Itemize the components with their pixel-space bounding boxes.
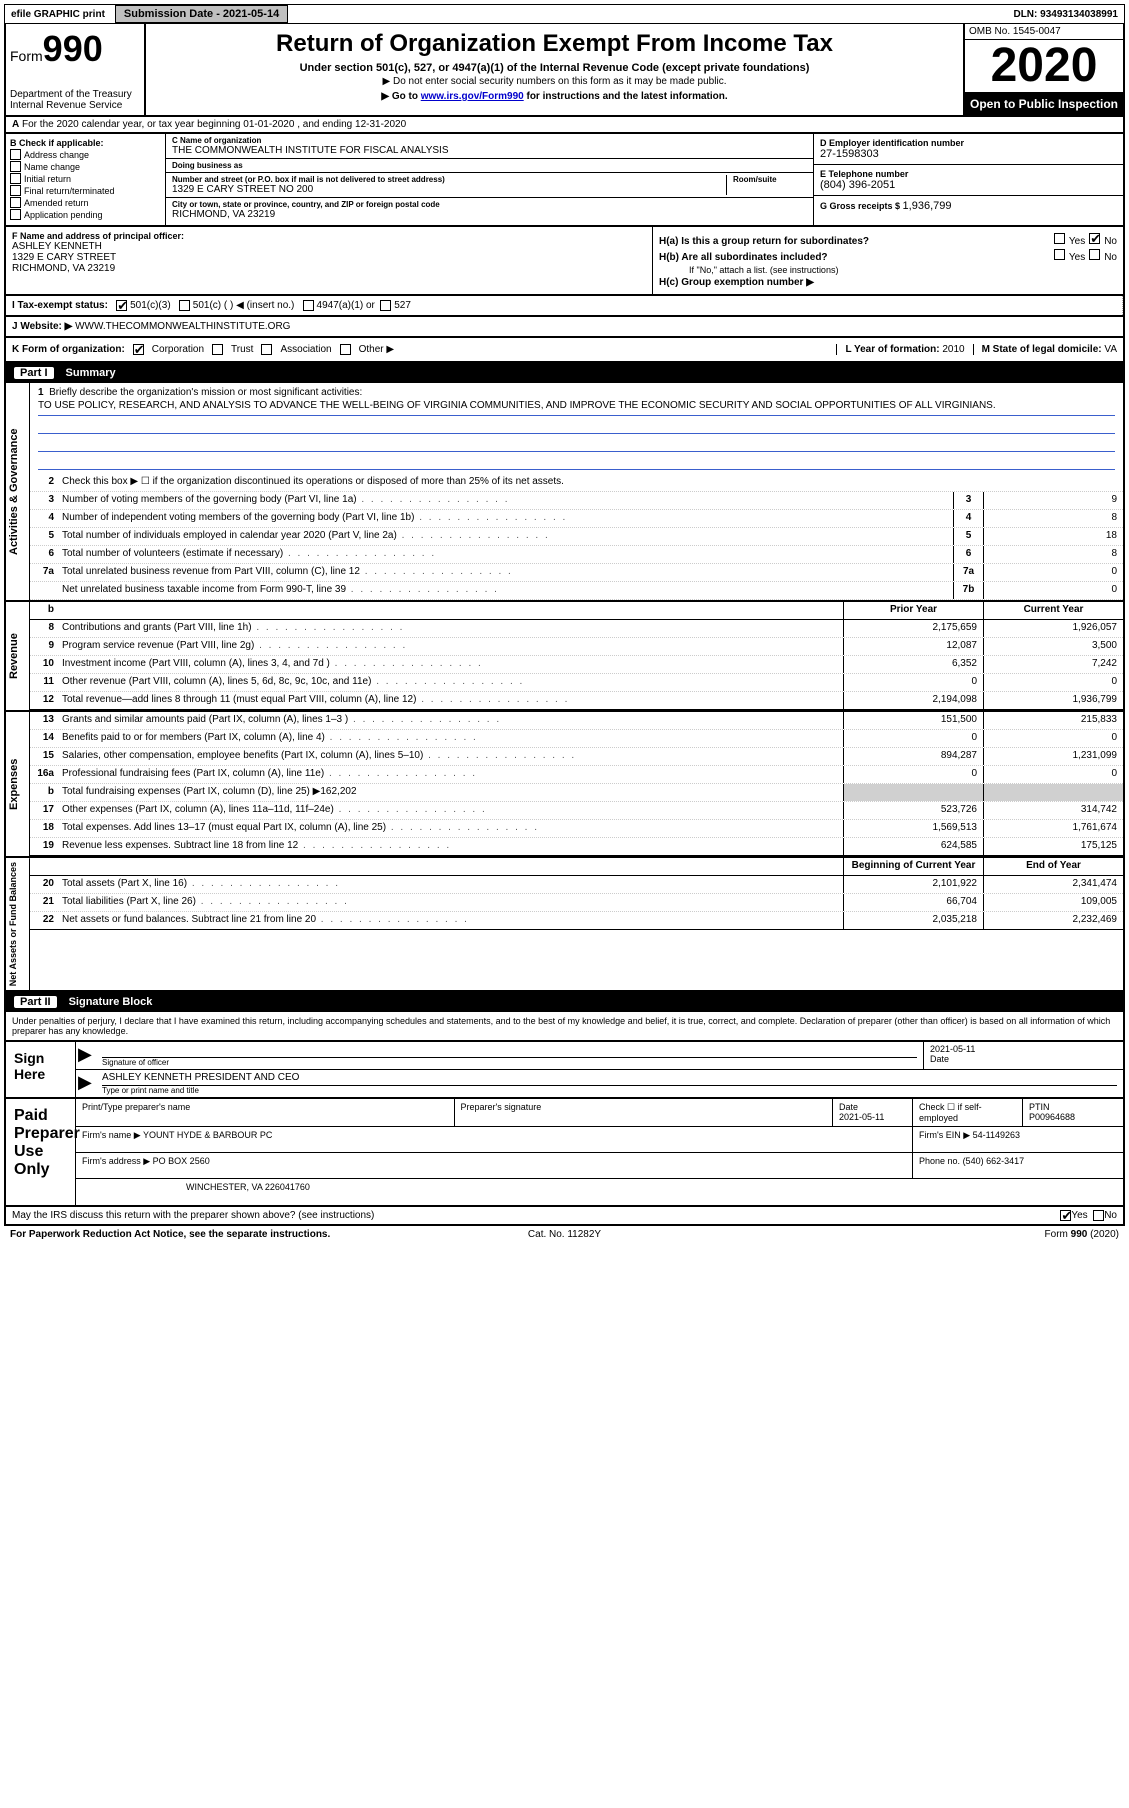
part1-header: Part ISummary <box>4 363 1125 383</box>
street-address: 1329 E CARY STREET NO 200 <box>172 184 726 195</box>
form990-link[interactable]: www.irs.gov/Form990 <box>421 91 524 102</box>
section-j: J Website: ▶ WWW.THECOMMONWEALTHINSTITUT… <box>4 317 1125 338</box>
summary-line: 2Check this box ▶ ☐ if the organization … <box>30 474 1123 492</box>
summary-line: 3Number of voting members of the governi… <box>30 492 1123 510</box>
summary-line: 18Total expenses. Add lines 13–17 (must … <box>30 820 1123 838</box>
ein: 27-1598303 <box>820 148 1117 160</box>
dept-treasury: Department of the TreasuryInternal Reven… <box>10 89 140 111</box>
summary-line: 4Number of independent voting members of… <box>30 510 1123 528</box>
summary-line: 22Net assets or fund balances. Subtract … <box>30 912 1123 930</box>
revenue-section: Revenue bPrior YearCurrent Year 8Contrib… <box>4 602 1125 712</box>
section-klm: K Form of organization: Corporation Trus… <box>4 338 1125 363</box>
summary-line: 21Total liabilities (Part X, line 26)66,… <box>30 894 1123 912</box>
part2-header: Part IISignature Block <box>4 992 1125 1012</box>
netassets-section: Net Assets or Fund Balances Beginning of… <box>4 858 1125 992</box>
year-formation: 2010 <box>942 344 964 355</box>
subtitle-1: Under section 501(c), 527, or 4947(a)(1)… <box>152 62 957 74</box>
submission-date: Submission Date - 2021-05-14 <box>115 5 288 23</box>
summary-line: bTotal fundraising expenses (Part IX, co… <box>30 784 1123 802</box>
summary-line: 6Total number of volunteers (estimate if… <box>30 546 1123 564</box>
summary-line: 20Total assets (Part X, line 16)2,101,92… <box>30 876 1123 894</box>
summary-line: 19Revenue less expenses. Subtract line 1… <box>30 838 1123 856</box>
expenses-section: Expenses 13Grants and similar amounts pa… <box>4 712 1125 858</box>
summary-line: Net unrelated business taxable income fr… <box>30 582 1123 600</box>
state-domicile: VA <box>1104 344 1117 355</box>
summary-line: 13Grants and similar amounts paid (Part … <box>30 712 1123 730</box>
check-initial-return[interactable]: Initial return <box>10 173 161 184</box>
telephone: (804) 396-2051 <box>820 179 1117 191</box>
section-ij: I Tax-exempt status: 501(c)(3) 501(c) ( … <box>4 296 1125 317</box>
website: WWW.THECOMMONWEALTHINSTITUTE.ORG <box>75 321 290 332</box>
vtab-activities: Activities & Governance <box>6 383 30 600</box>
section-a: A For the 2020 calendar year, or tax yea… <box>4 117 1125 134</box>
check-application-pending[interactable]: Application pending <box>10 209 161 220</box>
vtab-netassets: Net Assets or Fund Balances <box>6 858 30 990</box>
form-title: Return of Organization Exempt From Incom… <box>152 30 957 58</box>
header: Form990 Department of the TreasuryIntern… <box>4 24 1125 117</box>
sign-here-block: Sign Here ▶ Signature of officer 2021-05… <box>4 1042 1125 1099</box>
tax-year: 2020 <box>965 40 1123 93</box>
section-fgh: F Name and address of principal officer:… <box>4 227 1125 296</box>
vtab-expenses: Expenses <box>6 712 30 856</box>
summary-line: 12Total revenue—add lines 8 through 11 (… <box>30 692 1123 710</box>
subtitle-3: ▶ Go to www.irs.gov/Form990 for instruct… <box>152 91 957 102</box>
vtab-revenue: Revenue <box>6 602 30 710</box>
h-b: H(b) Are all subordinates included? Yes … <box>659 249 1117 263</box>
info-grid: B Check if applicable: Address change Na… <box>4 134 1125 227</box>
form-number: Form990 <box>10 28 140 70</box>
h-c: H(c) Group exemption number ▶ <box>659 277 1117 288</box>
sig-declaration: Under penalties of perjury, I declare th… <box>4 1012 1125 1042</box>
org-name: THE COMMONWEALTH INSTITUTE FOR FISCAL AN… <box>172 145 807 156</box>
ptin: P00964688 <box>1029 1112 1117 1122</box>
summary-line: 14Benefits paid to or for members (Part … <box>30 730 1123 748</box>
topbar: efile GRAPHIC print Submission Date - 20… <box>4 4 1125 24</box>
h-a: H(a) Is this a group return for subordin… <box>659 233 1117 247</box>
arrow-icon: ▶ <box>76 1042 96 1069</box>
city-state-zip: RICHMOND, VA 23219 <box>172 209 807 220</box>
officer-name-title: ASHLEY KENNETH PRESIDENT AND CEO <box>102 1072 1117 1086</box>
omb-number: OMB No. 1545-0047 <box>965 24 1123 40</box>
footer: For Paperwork Reduction Act Notice, see … <box>4 1226 1125 1243</box>
irs-discuss-row: May the IRS discuss this return with the… <box>4 1207 1125 1226</box>
summary-line: 15Salaries, other compensation, employee… <box>30 748 1123 766</box>
firm-phone: (540) 662-3417 <box>963 1156 1025 1166</box>
check-address-change[interactable]: Address change <box>10 149 161 160</box>
summary: Activities & Governance 1 Briefly descri… <box>4 383 1125 602</box>
summary-line: 17Other expenses (Part IX, column (A), l… <box>30 802 1123 820</box>
check-amended[interactable]: Amended return <box>10 197 161 208</box>
summary-line: 5Total number of individuals employed in… <box>30 528 1123 546</box>
summary-line: 10Investment income (Part VIII, column (… <box>30 656 1123 674</box>
summary-line: 9Program service revenue (Part VIII, lin… <box>30 638 1123 656</box>
firm-name: YOUNT HYDE & BARBOUR PC <box>143 1130 272 1140</box>
summary-line: 11Other revenue (Part VIII, column (A), … <box>30 674 1123 692</box>
paid-preparer-block: Paid Preparer Use Only Print/Type prepar… <box>4 1099 1125 1207</box>
gross-receipts: 1,936,799 <box>903 200 952 212</box>
check-name-change[interactable]: Name change <box>10 161 161 172</box>
efile-label: efile GRAPHIC print <box>5 7 111 22</box>
open-to-public: Open to Public Inspection <box>965 93 1123 115</box>
dln: DLN: 93493134038991 <box>1007 7 1124 22</box>
officer-name: ASHLEY KENNETH <box>12 241 646 252</box>
summary-line: 16aProfessional fundraising fees (Part I… <box>30 766 1123 784</box>
check-final-return[interactable]: Final return/terminated <box>10 185 161 196</box>
mission: 1 Briefly describe the organization's mi… <box>30 383 1123 474</box>
firm-addr: PO BOX 2560 <box>153 1156 210 1166</box>
summary-line: 8Contributions and grants (Part VIII, li… <box>30 620 1123 638</box>
firm-ein: 54-1149263 <box>973 1130 1020 1140</box>
section-b: B Check if applicable: Address change Na… <box>6 134 166 225</box>
subtitle-2: ▶ Do not enter social security numbers o… <box>152 76 957 87</box>
arrow-icon: ▶ <box>76 1070 96 1097</box>
section-c: C Name of organizationTHE COMMONWEALTH I… <box>166 134 813 225</box>
summary-line: 7aTotal unrelated business revenue from … <box>30 564 1123 582</box>
